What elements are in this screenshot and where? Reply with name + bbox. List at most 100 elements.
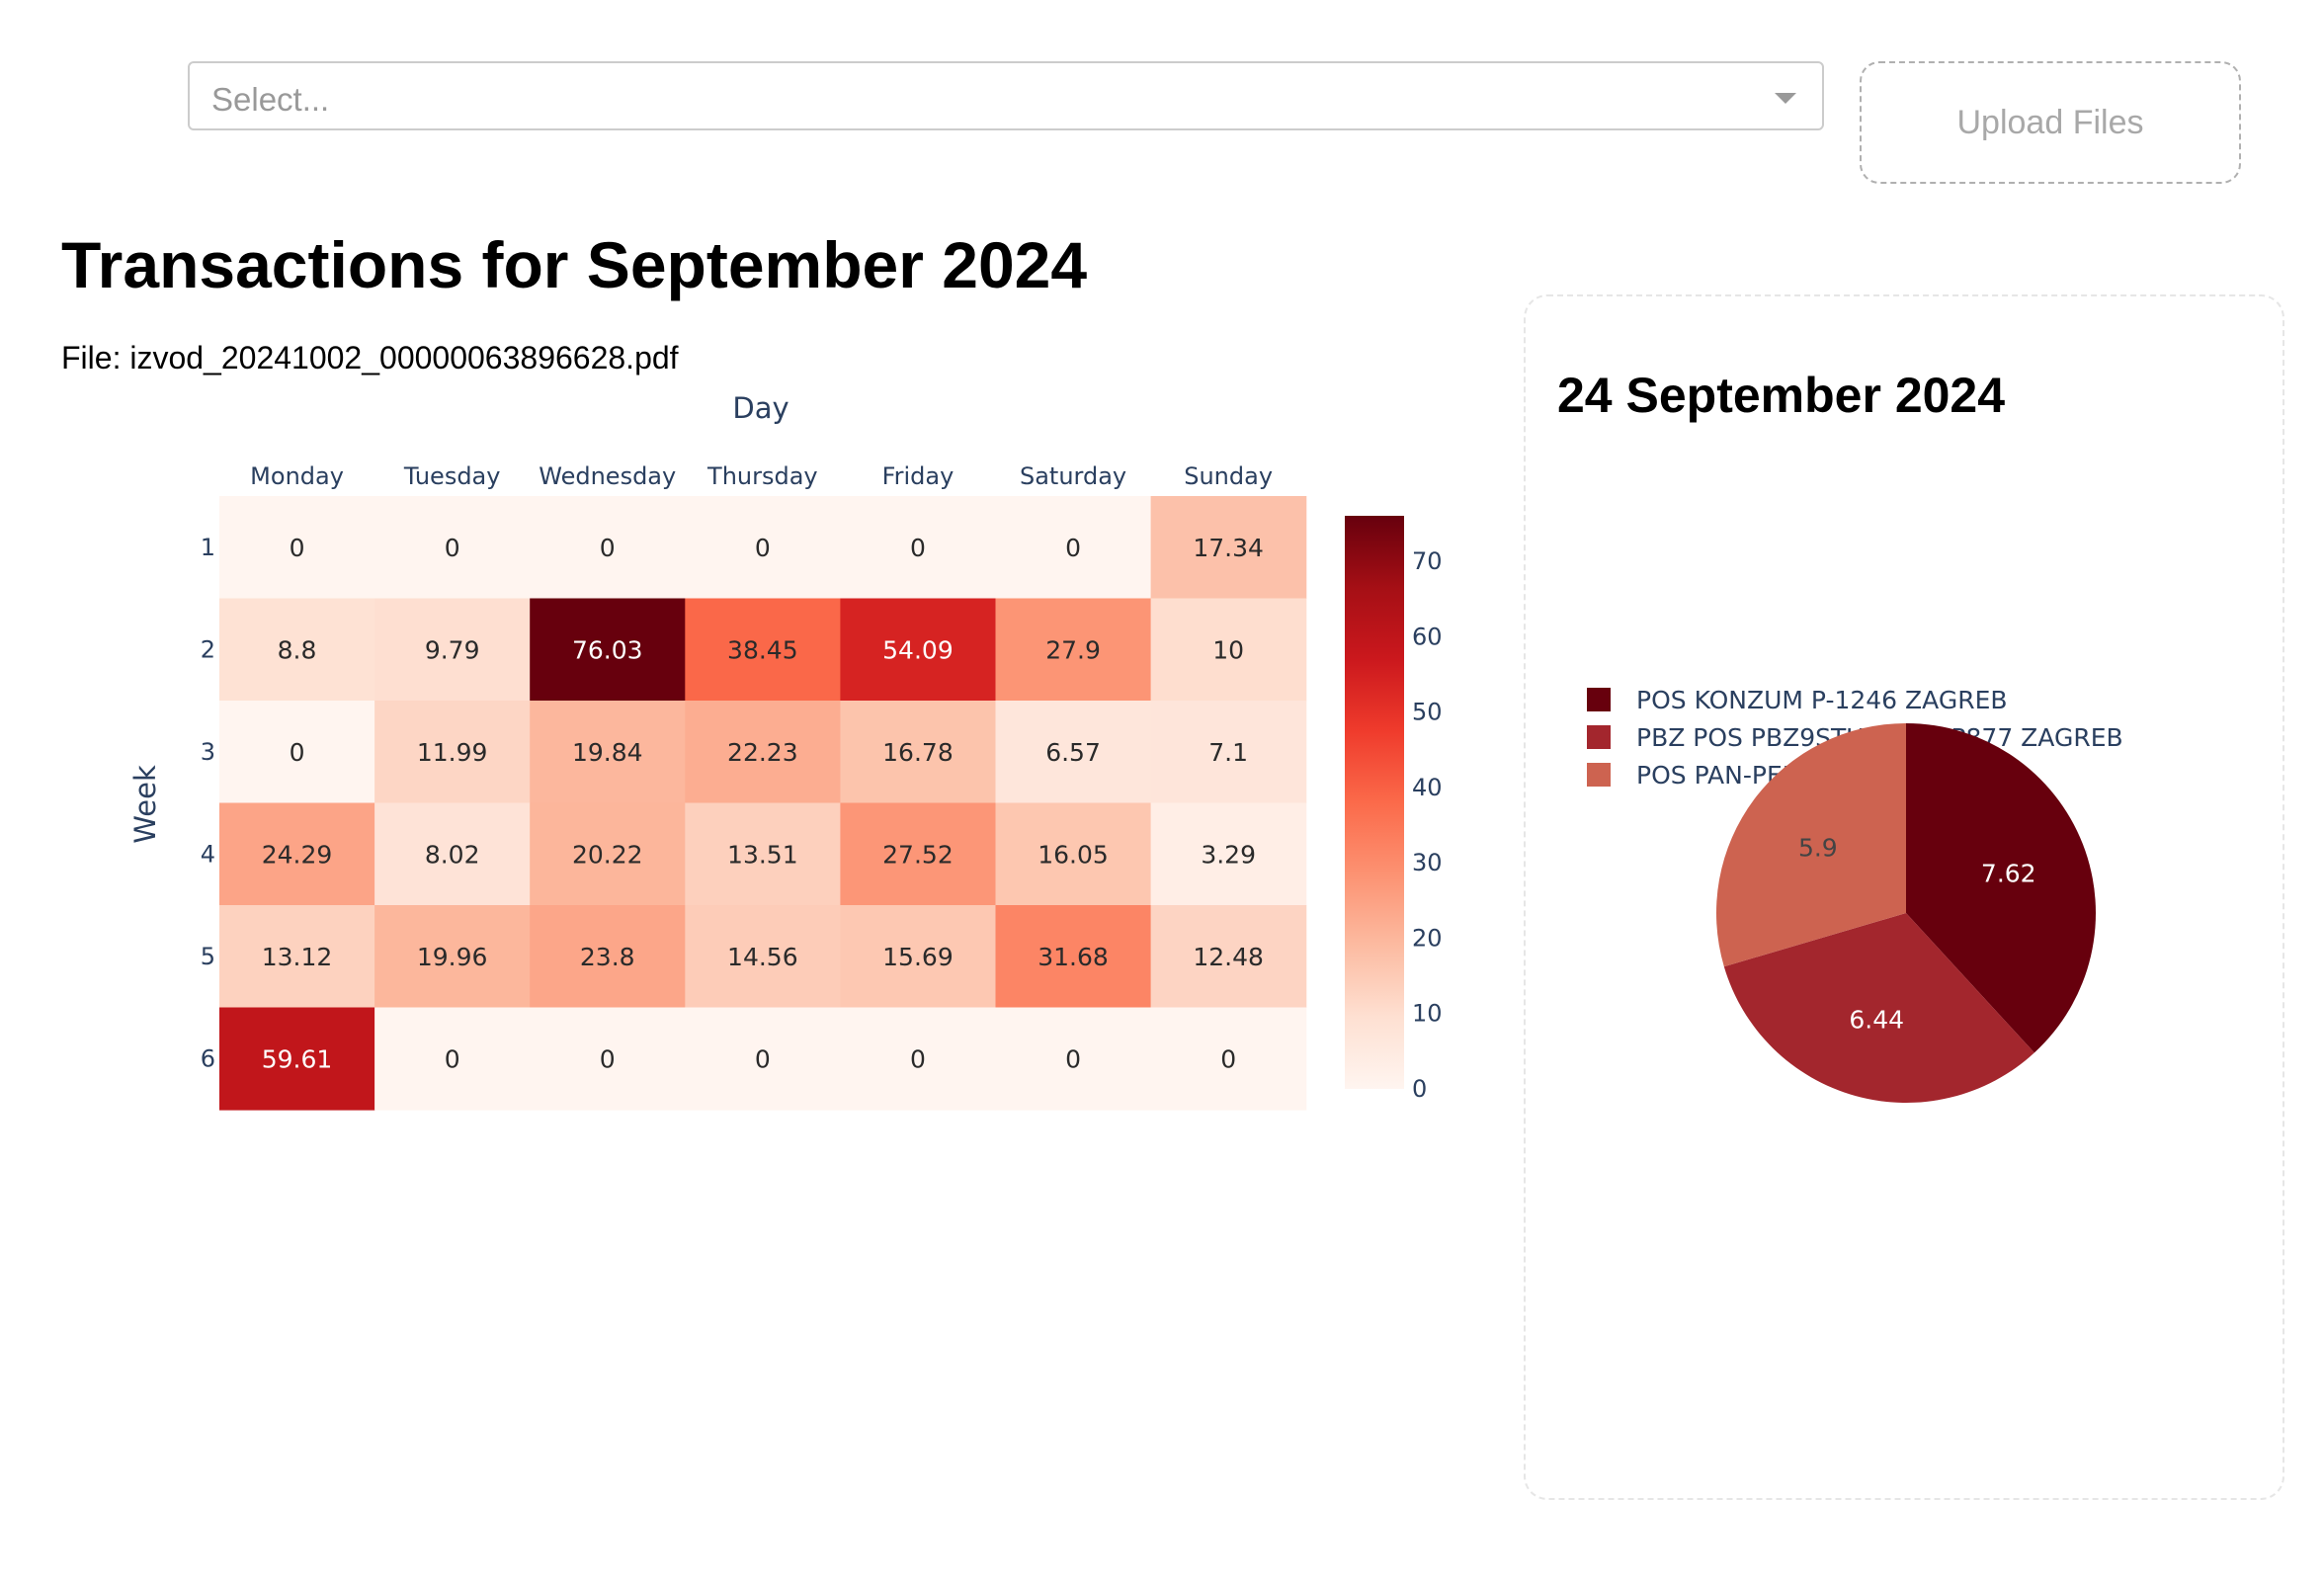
- file-select-dropdown[interactable]: Select...: [188, 61, 1824, 130]
- heatmap-cell[interactable]: [374, 1007, 531, 1111]
- heatmap-cell-label: 19.84: [572, 738, 643, 767]
- heatmap-cell[interactable]: [374, 905, 531, 1009]
- colorbar-tick-label: 50: [1412, 699, 1443, 726]
- heatmap-cell-labels: 0 0 0 0 0 0 17.34 8.8 9.79 76.03 38.45 54.09 27.9 10 0…: [262, 534, 1264, 1074]
- heatmap-cell-label: 27.9: [1045, 635, 1101, 664]
- heatmap-cell[interactable]: [219, 802, 375, 906]
- heatmap-cell-label: 0: [755, 534, 771, 562]
- colorbar-tick-label: 60: [1412, 623, 1443, 650]
- heatmap-cell-label: 0: [755, 1044, 771, 1073]
- heatmap-cell-label: 0: [445, 534, 460, 562]
- heatmap-cell[interactable]: [530, 1007, 686, 1111]
- legend-swatch[interactable]: [1587, 725, 1611, 749]
- heatmap-cell-label: 13.12: [262, 943, 333, 971]
- heatmap-cell[interactable]: [685, 701, 841, 804]
- colorbar-tick-label: 70: [1412, 547, 1443, 575]
- pie-slice[interactable]: [1906, 723, 2096, 1053]
- heatmap-cell[interactable]: [995, 905, 1152, 1009]
- chevron-down-icon[interactable]: [1775, 93, 1796, 104]
- pie-slice-label: 7.62: [1981, 860, 2036, 888]
- heatmap-cell-label: 0: [1220, 1044, 1236, 1073]
- heatmap-cell[interactable]: [1150, 1007, 1307, 1111]
- heatmap-cell-label: 0: [600, 1044, 616, 1073]
- heatmap-cell[interactable]: [995, 802, 1152, 906]
- heatmap-cell[interactable]: [219, 496, 375, 600]
- legend-label[interactable]: POS KONZUM P-1246 ZAGREB: [1636, 686, 2008, 714]
- heatmap-cell[interactable]: [530, 496, 686, 600]
- colorbar-tick-label: 20: [1412, 924, 1443, 952]
- heatmap-cell-label: 0: [445, 1044, 460, 1073]
- heatmap-cell[interactable]: [685, 496, 841, 600]
- legend-swatch[interactable]: [1587, 688, 1611, 711]
- colorbar-tick-label: 30: [1412, 849, 1443, 876]
- heatmap-cell-label: 10: [1212, 635, 1244, 664]
- y-tick-label: 4: [201, 840, 215, 868]
- heatmap-cell[interactable]: [1150, 496, 1307, 600]
- y-tick-label: 6: [201, 1044, 215, 1072]
- heatmap-cell[interactable]: [685, 905, 841, 1009]
- heatmap-cell-label: 38.45: [727, 635, 798, 664]
- heatmap-cell[interactable]: [219, 701, 375, 804]
- heatmap-cell[interactable]: [840, 496, 997, 600]
- heatmap-cell[interactable]: [1150, 905, 1307, 1009]
- heatmap-cell[interactable]: [374, 598, 531, 702]
- heatmap-cell[interactable]: [840, 1007, 997, 1111]
- heatmap-cell[interactable]: [840, 905, 997, 1009]
- page-title: Transactions for September 2024: [61, 228, 1088, 301]
- heatmap-cell[interactable]: [995, 598, 1152, 702]
- colorbar: [1345, 516, 1404, 1089]
- detail-title: 24 September 2024: [1557, 368, 2006, 423]
- heatmap-cell[interactable]: [219, 598, 375, 702]
- legend-swatch[interactable]: [1587, 763, 1611, 787]
- heatmap-cells: [219, 496, 1307, 1111]
- heatmap-cell[interactable]: [840, 598, 997, 702]
- heatmap-cell-label: 20.22: [572, 840, 643, 869]
- heatmap-cell-label: 14.56: [727, 943, 798, 971]
- heatmap-cell[interactable]: [219, 1007, 375, 1111]
- pie-labels: 7.62 6.44 5.9: [1798, 833, 2036, 1034]
- heatmap-cell[interactable]: [530, 905, 686, 1009]
- heatmap-cell[interactable]: [530, 701, 686, 804]
- heatmap-cell[interactable]: [995, 1007, 1152, 1111]
- heatmap-cell[interactable]: [374, 802, 531, 906]
- heatmap-cell[interactable]: [840, 802, 997, 906]
- heatmap-cell[interactable]: [840, 701, 997, 804]
- heatmap-cell[interactable]: [219, 905, 375, 1009]
- heatmap-cell-label: 27.52: [882, 840, 954, 869]
- heatmap-cell[interactable]: [1150, 802, 1307, 906]
- heatmap-cell[interactable]: [685, 802, 841, 906]
- heatmap-cell[interactable]: [530, 802, 686, 906]
- pie-slice-label: 5.9: [1798, 833, 1838, 862]
- heatmap-cell-label: 19.96: [417, 943, 488, 971]
- heatmap-cell[interactable]: [530, 598, 686, 702]
- heatmap-cell[interactable]: [685, 598, 841, 702]
- select-placeholder: Select...: [211, 81, 330, 118]
- heatmap-cell[interactable]: [374, 701, 531, 804]
- heatmap-cell[interactable]: [1150, 598, 1307, 702]
- heatmap-cell-label: 24.29: [262, 840, 333, 869]
- heatmap-cell[interactable]: [1150, 701, 1307, 804]
- y-tick-label: 3: [201, 738, 215, 766]
- heatmap-cell[interactable]: [995, 701, 1152, 804]
- x-tick-label: Sunday: [1184, 462, 1273, 490]
- transactions-heatmap[interactable]: Day Week Monday Tuesday Wednesday Thursday F…: [0, 375, 1482, 1146]
- colorbar-tick-label: 0: [1412, 1075, 1427, 1103]
- heatmap-cell[interactable]: [374, 496, 531, 600]
- heatmap-x-ticks: Monday Tuesday Wednesday Thursday Friday Satu…: [250, 462, 1273, 490]
- x-tick-label: Thursday: [706, 462, 818, 490]
- heatmap-cell-label: 13.51: [727, 840, 798, 869]
- upload-files-button[interactable]: Upload Files: [1860, 61, 2241, 184]
- heatmap-cell-label: 9.79: [425, 635, 480, 664]
- heatmap-y-ticks: 1 2 3 4 5 6: [201, 534, 215, 1073]
- heatmap-cell-label: 12.48: [1193, 943, 1264, 971]
- pie-slice[interactable]: [1723, 913, 2034, 1103]
- heatmap-cell-label: 59.61: [262, 1044, 333, 1073]
- heatmap-cell-label: 11.99: [417, 738, 488, 767]
- heatmap-cell[interactable]: [995, 496, 1152, 600]
- heatmap-cell-label: 16.05: [1038, 840, 1109, 869]
- heatmap-cell-label: 0: [600, 534, 616, 562]
- heatmap-cell-label: 54.09: [882, 635, 954, 664]
- heatmap-cell[interactable]: [685, 1007, 841, 1111]
- pie-slice[interactable]: [1716, 723, 1906, 967]
